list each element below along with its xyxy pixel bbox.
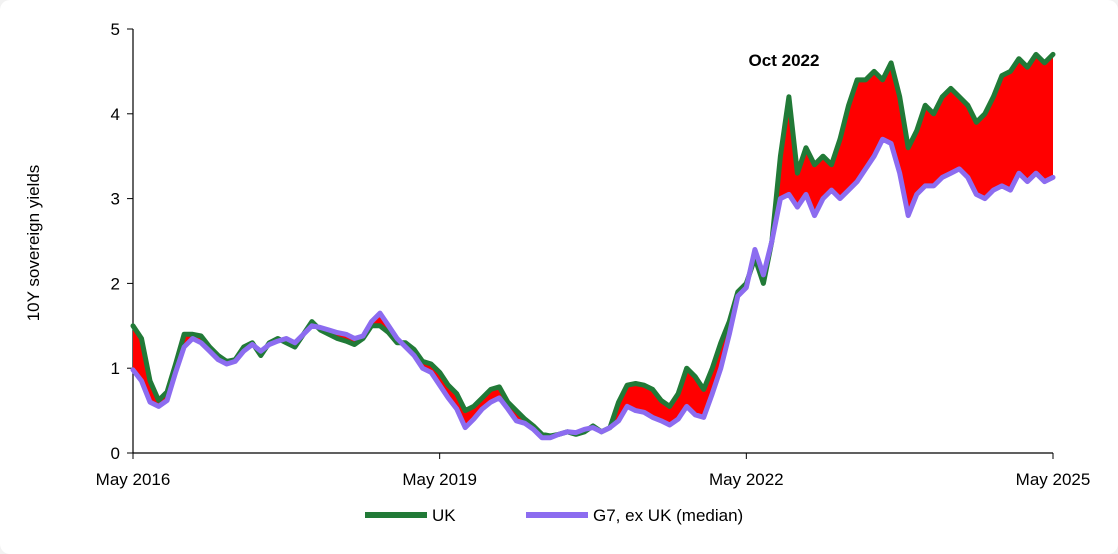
gap-area (133, 54, 1053, 438)
y-tick-label: 4 (111, 105, 120, 124)
series-line-g7 (130, 136, 1056, 441)
legend-label-uk: UK (432, 506, 456, 525)
legend-label-g7: G7, ex UK (median) (593, 506, 743, 525)
series-lines (130, 51, 1056, 441)
x-tick-label: May 2025 (1016, 470, 1091, 489)
x-tick-label: May 2019 (402, 470, 477, 489)
x-tick-label: May 2016 (96, 470, 171, 489)
gap-fill-layer (133, 54, 1053, 438)
annotation-oct-2022: Oct 2022 (749, 51, 820, 70)
legend: UK G7, ex UK (median) (365, 506, 743, 525)
labels: 0 1 2 3 4 5 May 2016 May 2019 May 2022 May 2025 (96, 20, 1091, 489)
y-tick-label: 0 (111, 444, 120, 463)
y-tick-label: 3 (111, 190, 120, 209)
y-tick-label: 5 (111, 20, 120, 39)
y-tick-label: 1 (111, 359, 120, 378)
y-tick-label: 2 (111, 274, 120, 293)
y-axis-label: 10Y sovereign yields (24, 165, 43, 322)
x-tick-label: May 2022 (709, 470, 784, 489)
series-line-uk (130, 51, 1056, 439)
axes (127, 28, 1054, 459)
